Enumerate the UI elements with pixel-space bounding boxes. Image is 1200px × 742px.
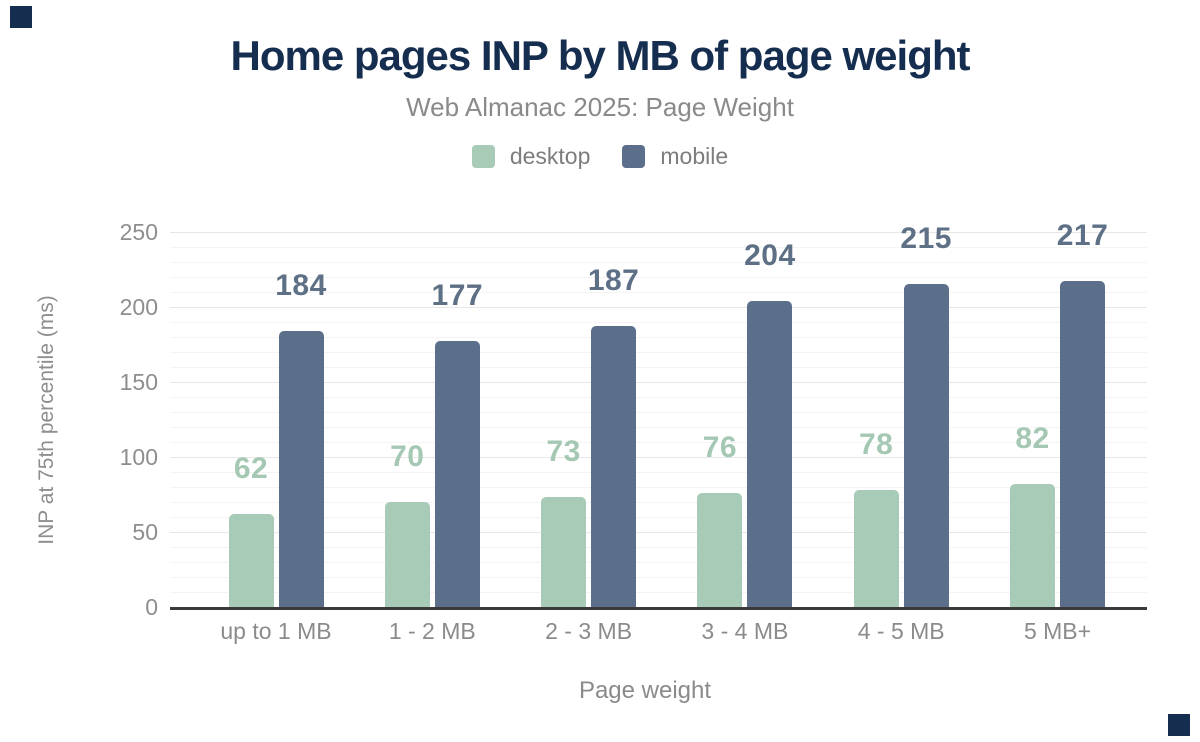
bar-value-label-mobile-5: 215 [900,222,952,256]
y-tick-label-0: 0 [145,594,158,620]
chart-title: Home pages INP by MB of page weight [230,32,970,79]
bar-value-label-desktop-2: 70 [390,439,425,473]
bar-value-label-mobile-2: 177 [431,279,484,313]
gridline-y-100 [170,456,1147,458]
bar-value-label-desktop-3: 73 [546,435,581,469]
x-tick-label-1: up to 1 MB [220,618,332,644]
gridline-y-210 [170,291,1147,293]
gridline-y-220 [170,276,1147,278]
gridline-y-190 [170,321,1147,323]
bar-mobile-2 [434,341,480,607]
gridline-y-170 [170,351,1147,353]
bar-value-label-mobile-6: 217 [1056,219,1109,253]
bar-desktop-5 [853,489,899,607]
bar-desktop-2 [384,501,430,607]
gridline-y-200 [170,306,1147,308]
gridline-y-20 [170,577,1147,578]
gridline-y-70 [170,501,1147,503]
corner-accent-bottom-right [1168,714,1190,736]
legend-item-mobile[interactable]: mobile [622,144,728,169]
bar-value-label-desktop-1: 62 [233,451,269,485]
legend-swatch-mobile [622,145,646,168]
legend-label-desktop: desktop [509,143,591,169]
bar-mobile-1 [278,330,324,607]
bar-desktop-3 [541,497,587,607]
corner-accent-top-left [10,6,32,28]
bar-desktop-4 [697,492,743,607]
bar-value-label-desktop-4: 76 [702,430,738,464]
bar-mobile-6 [1060,281,1105,607]
y-tick-label-100: 100 [119,443,158,470]
bar-desktop-1 [228,513,274,607]
chart-subtitle: Web Almanac 2025: Page Weight [406,92,794,122]
y-tick-label-250: 250 [119,218,158,245]
bar-mobile-5 [903,284,949,607]
legend-swatch-desktop [471,145,495,168]
gridline-y-180 [170,336,1147,338]
bar-mobile-4 [747,300,793,607]
gridline-y-230 [170,261,1147,263]
x-tick-label-4: 3 - 4 MB [701,618,789,644]
bar-value-label-mobile-3: 187 [587,264,640,298]
gridline-y-50 [170,531,1147,533]
gridline-y-250 [170,231,1147,233]
gridline-y-160 [170,366,1147,368]
x-tick-label-2: 1 - 2 MB [388,618,476,644]
x-axis-line [170,607,1147,610]
y-axis-title: INP at 75th percentile (ms) [35,295,58,545]
bar-desktop-6 [1010,483,1055,607]
legend-item-desktop[interactable]: desktop [471,143,591,169]
gridline-y-120 [170,426,1147,428]
bar-value-label-mobile-4: 204 [744,238,796,272]
gridline-y-90 [170,471,1147,473]
gridline-y-60 [170,516,1147,518]
y-tick-label-200: 200 [119,293,158,320]
bar-value-label-desktop-6: 82 [1015,421,1050,455]
gridline-y-80 [170,486,1147,488]
gridline-y-240 [170,246,1147,248]
x-tick-label-6: 5 MB+ [1023,618,1092,644]
gridline-y-30 [170,561,1147,563]
bar-value-label-mobile-1: 184 [275,268,327,302]
gridline-y-140 [170,396,1147,398]
gridline-y-150 [170,381,1147,383]
gridline-y-110 [170,441,1147,443]
gridline-y-130 [170,411,1147,413]
legend-label-mobile: mobile [660,143,729,169]
gridline-y-10 [170,592,1147,593]
legend: desktop mobile [0,144,1200,169]
y-tick-label-150: 150 [119,368,158,395]
gridline-y-40 [170,546,1147,548]
y-tick-label-50: 50 [132,518,158,545]
x-tick-label-3: 2 - 3 MB [545,618,633,644]
bar-mobile-3 [591,326,637,607]
bar-value-label-desktop-5: 78 [859,427,894,461]
x-tick-label-5: 4 - 5 MB [857,618,945,644]
x-axis-title: Page weight [578,677,712,704]
